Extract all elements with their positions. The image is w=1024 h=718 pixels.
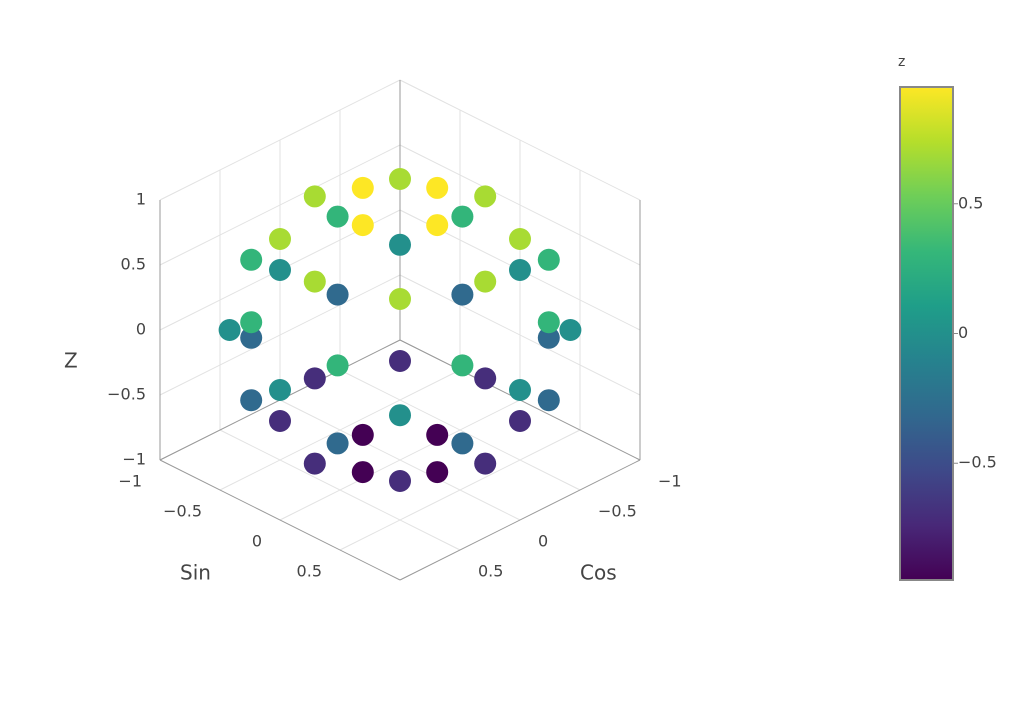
point (389, 470, 411, 492)
x-axis-title: Cos (580, 561, 617, 585)
point (351, 423, 374, 446)
point (426, 176, 449, 199)
point (269, 259, 291, 281)
point (389, 404, 411, 427)
point (474, 185, 497, 208)
z-tick-label: 1 (136, 190, 146, 209)
point (426, 461, 449, 484)
point (389, 288, 411, 310)
point (240, 389, 263, 412)
points (218, 168, 582, 492)
z-axis-title: Z (64, 349, 78, 373)
grid-line (339, 429, 581, 551)
grid-line (399, 274, 641, 396)
point (559, 319, 582, 341)
y-tick-label: −0.5 (163, 502, 202, 521)
z-tick-label: −0.5 (107, 385, 146, 404)
point (474, 452, 497, 475)
point (303, 367, 326, 390)
point (389, 168, 411, 190)
point (269, 410, 291, 432)
point (451, 205, 474, 228)
point (537, 389, 560, 412)
grid-line (399, 79, 641, 201)
scene: −1 −0.5 0 0.5 −1 −0.5 0 0.5 −1 −0.5 0 0.5 1 (107, 79, 682, 581)
point (509, 379, 531, 401)
y-tick-label: 0.5 (297, 562, 322, 581)
axis-edge (399, 459, 641, 581)
grid-line (159, 79, 401, 201)
x-tick-label: −1 (658, 472, 682, 491)
point (451, 283, 474, 306)
y-tick-label: 0 (252, 532, 262, 551)
grid-line (159, 274, 401, 396)
point (509, 228, 531, 250)
colorbar-tick-label: 0.5 (958, 193, 983, 212)
colorbar (899, 86, 954, 581)
point (240, 311, 263, 334)
point (303, 452, 326, 475)
grid-line (159, 144, 401, 266)
grid-line (279, 399, 521, 521)
point (326, 283, 349, 306)
colorbar-tick-label: −0.5 (958, 453, 997, 472)
point (389, 233, 411, 256)
point (509, 259, 531, 281)
point (218, 319, 241, 341)
x-tick-label: −0.5 (598, 502, 637, 521)
point (426, 214, 449, 237)
point (474, 270, 497, 293)
axis-edge (159, 459, 401, 581)
point (509, 410, 531, 432)
point (474, 367, 497, 390)
x-tick-label: 0 (538, 532, 548, 551)
z-tick-label: 0.5 (121, 255, 146, 274)
point (269, 379, 291, 401)
point (303, 185, 326, 208)
point (537, 326, 560, 349)
point (240, 326, 263, 349)
grid-line (219, 369, 461, 491)
point (351, 176, 374, 199)
point (240, 248, 263, 271)
point (351, 214, 374, 237)
colorbar-title: z (898, 54, 905, 70)
point (537, 311, 560, 334)
colorbar-tick-label: 0 (958, 323, 968, 342)
y-tick-label: −1 (118, 472, 142, 491)
point (326, 205, 349, 228)
z-tick-label: −1 (122, 450, 146, 469)
point (537, 248, 560, 271)
x-tick-label: 0.5 (478, 562, 503, 581)
point (451, 354, 474, 377)
point (389, 350, 411, 372)
point (351, 461, 374, 484)
point (303, 270, 326, 293)
point (269, 228, 291, 250)
point (326, 432, 349, 455)
z-tick-label: 0 (136, 320, 146, 339)
grid-line (399, 144, 641, 266)
point (326, 354, 349, 377)
point (426, 423, 449, 446)
y-axis-title: Sin (180, 561, 211, 585)
point (451, 432, 474, 455)
